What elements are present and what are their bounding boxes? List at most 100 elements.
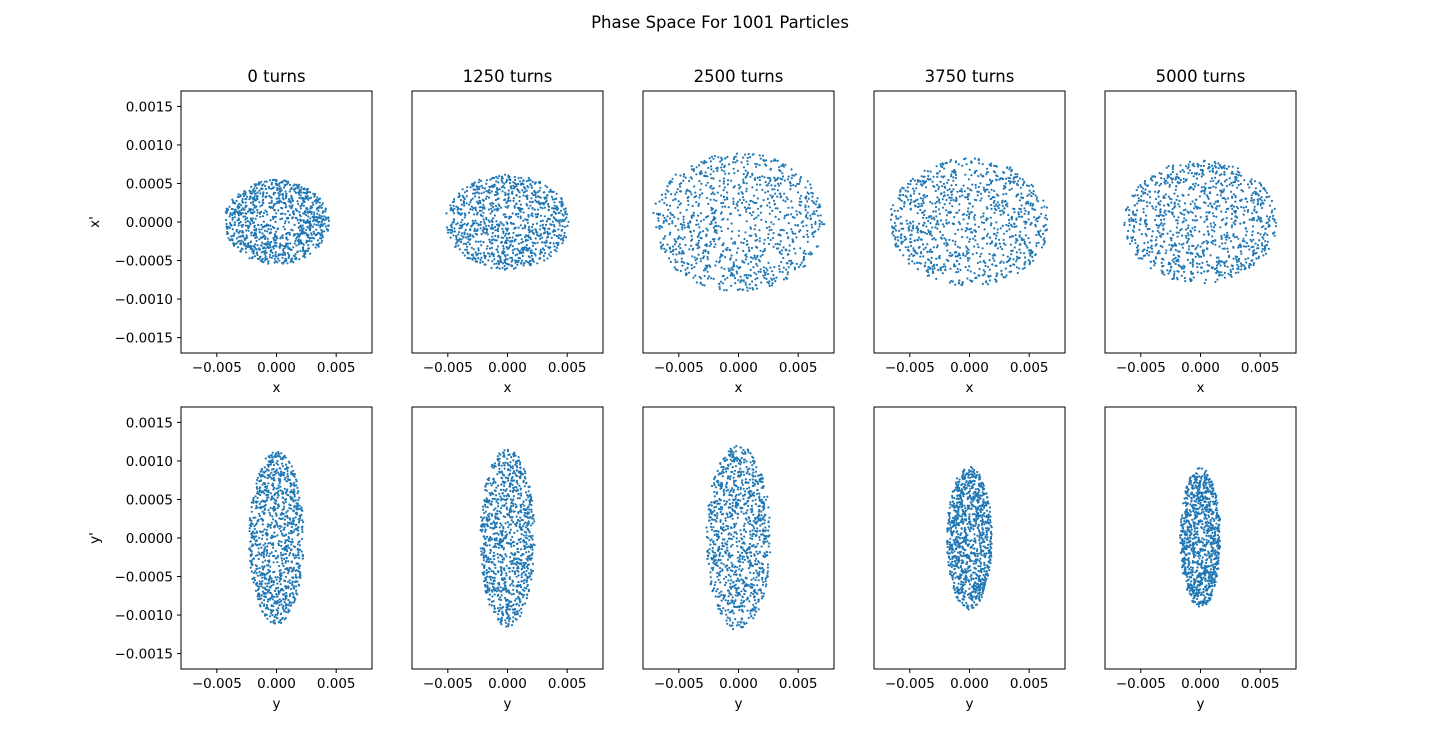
particle-point — [1240, 189, 1243, 192]
particle-point — [1035, 242, 1038, 245]
particle-point — [958, 222, 962, 225]
particle-point — [762, 274, 765, 277]
particle-point — [1242, 245, 1245, 248]
particle-point — [815, 209, 818, 213]
particle-point — [306, 208, 309, 211]
particle-point — [506, 253, 509, 256]
particle-point — [500, 177, 503, 180]
particle-point — [1012, 177, 1015, 180]
particle-point — [893, 227, 896, 230]
particle-point — [897, 239, 900, 242]
particle-point — [1187, 248, 1190, 251]
particle-point — [802, 220, 805, 223]
particle-point — [306, 218, 309, 222]
particle-point — [540, 236, 544, 239]
particle-point — [759, 268, 762, 271]
particle-point — [514, 226, 517, 229]
particle-point — [745, 200, 748, 203]
particle-point — [322, 217, 325, 220]
particle-point — [968, 265, 971, 268]
particle-point — [1010, 180, 1013, 183]
particle-point — [742, 178, 745, 181]
particle-point — [705, 161, 708, 164]
particle-point — [923, 213, 926, 216]
particle-point — [707, 202, 710, 205]
particle-point — [270, 228, 273, 231]
particle-point — [466, 222, 469, 225]
particle-point — [567, 220, 570, 223]
particle-point — [894, 238, 897, 241]
particle-point — [710, 165, 713, 168]
particle-point — [1210, 225, 1213, 228]
particle-point — [992, 170, 996, 173]
particle-point — [522, 179, 525, 182]
particle-point — [782, 278, 786, 281]
particle-point — [1202, 164, 1205, 167]
particle-point — [911, 177, 914, 180]
particle-point — [1242, 264, 1245, 267]
particle-point — [786, 198, 789, 201]
particle-point — [297, 221, 300, 225]
particle-point — [499, 256, 502, 260]
particle-point — [1163, 240, 1166, 243]
particle-point — [989, 224, 993, 227]
particle-point — [740, 161, 743, 164]
particle-point — [1272, 214, 1275, 217]
particle-point — [459, 224, 462, 227]
particle-point — [1146, 246, 1150, 249]
particle-point — [1191, 200, 1194, 203]
particle-point — [1177, 216, 1180, 219]
particle-point — [922, 197, 925, 200]
particle-point — [253, 195, 256, 198]
particle-point — [1234, 175, 1237, 178]
particle-point — [273, 261, 276, 264]
particle-point — [789, 184, 792, 187]
particle-point — [239, 220, 242, 224]
particle-point — [768, 242, 771, 246]
particle-point — [1268, 224, 1271, 227]
particle-point — [273, 233, 277, 236]
particle-point — [686, 262, 689, 265]
particle-point — [983, 188, 986, 191]
particle-point — [736, 288, 740, 292]
particle-point — [1194, 219, 1197, 222]
particle-point — [1182, 177, 1185, 180]
particle-point — [1015, 260, 1018, 263]
particle-point — [755, 201, 758, 204]
particle-point — [273, 178, 276, 181]
particle-point — [719, 254, 723, 258]
particle-point — [509, 216, 512, 219]
particle-point — [818, 225, 821, 228]
particle-point — [1187, 163, 1190, 166]
particle-point — [966, 257, 969, 260]
particle-point — [735, 251, 739, 254]
particle-point — [505, 221, 508, 224]
particle-point — [536, 195, 539, 198]
particle-point — [295, 256, 298, 259]
particle-point — [498, 267, 501, 270]
particle-point — [1163, 273, 1166, 276]
particle-point — [269, 224, 272, 227]
particle-point — [1162, 233, 1165, 236]
particle-point — [287, 221, 290, 224]
particle-point — [709, 265, 712, 268]
particle-point — [561, 242, 564, 245]
particle-point — [682, 215, 685, 218]
particle-point — [254, 234, 257, 237]
particle-point — [294, 191, 298, 194]
particle-point — [1009, 243, 1013, 246]
particle-point — [723, 195, 726, 199]
particle-point — [726, 276, 729, 279]
particle-point — [551, 220, 554, 223]
particle-point — [745, 208, 748, 211]
particle-point — [804, 206, 807, 209]
particle-point — [246, 220, 249, 223]
particle-point — [707, 166, 710, 169]
particle-point — [986, 232, 989, 235]
particle-point — [267, 247, 270, 250]
particle-point — [234, 209, 237, 212]
particle-point — [503, 250, 506, 254]
particle-point — [491, 223, 494, 226]
particle-point — [755, 287, 759, 290]
particle-point — [795, 262, 798, 265]
